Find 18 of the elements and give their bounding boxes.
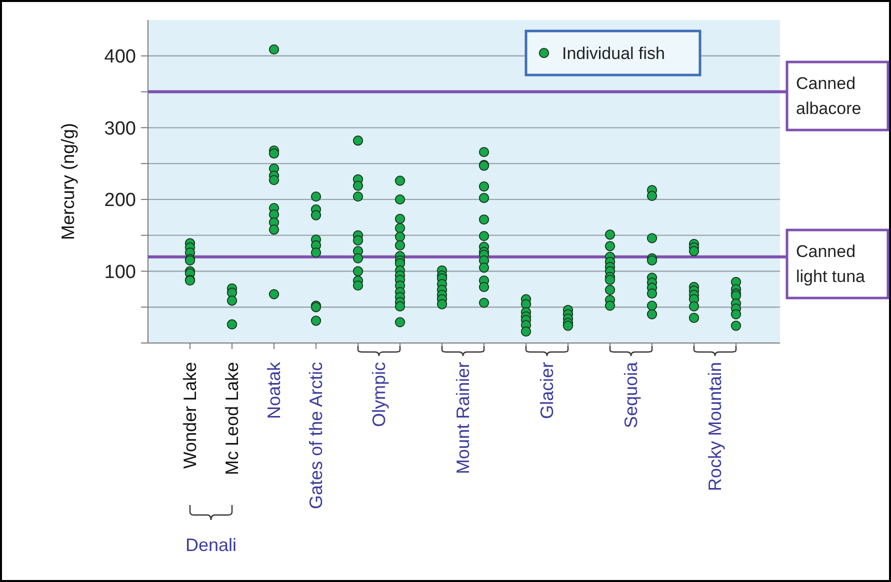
x-tick-label: Gates of the Arctic — [306, 362, 326, 510]
text: Denali — [185, 535, 237, 555]
ref-line-label: Canned light tuna — [796, 242, 866, 286]
legend-label: Individual fish — [562, 44, 666, 63]
y-tick-label: 100 — [104, 262, 136, 283]
y-axis-title: Mercury (ng/g) — [58, 122, 78, 240]
x-tick-label: Sequoia — [621, 361, 641, 428]
x-tick-label: Wonder Lake — [180, 362, 200, 469]
ref-line-label: Canned albacore — [796, 74, 862, 118]
x-tick-label: Rocky Mountain — [705, 362, 725, 492]
y-tick-label: 200 — [104, 190, 136, 212]
x-tick-label: Olympic — [369, 362, 389, 428]
y-tick-label: 400 — [104, 46, 136, 68]
x-tick-label: Mount Rainier — [453, 362, 473, 474]
x-tick-label: Noatak — [264, 361, 284, 420]
y-tick-label: 300 — [104, 118, 136, 140]
x-tick-label: Mc Leod Lake — [222, 362, 242, 476]
x-tick-label: Glacier — [537, 362, 557, 420]
